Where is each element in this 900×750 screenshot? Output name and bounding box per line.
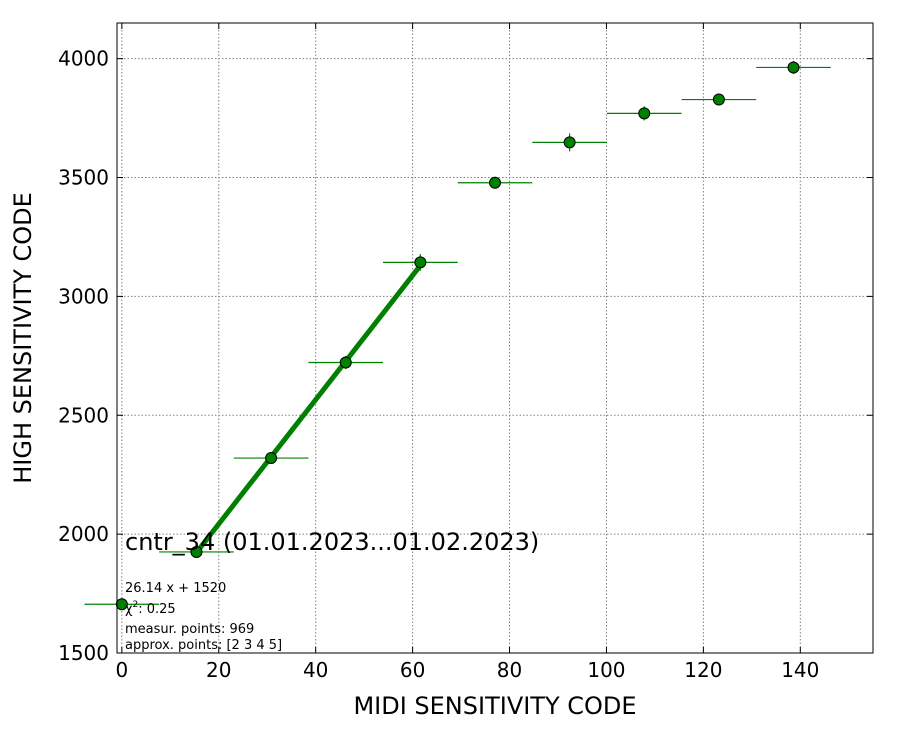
y-tick-label: 4000: [58, 47, 109, 71]
grid: [117, 23, 873, 654]
data-point: [308, 355, 384, 370]
y-tick-label: 3000: [58, 284, 109, 308]
data-point: [756, 60, 831, 75]
x-tick-label: 100: [587, 658, 625, 682]
y-tick-label: 2000: [58, 522, 109, 546]
x-tick-label: 140: [781, 658, 819, 682]
fit-line: [194, 263, 423, 555]
point-marker: [265, 452, 278, 465]
x-tick-label: 60: [400, 658, 425, 682]
point-marker: [115, 598, 128, 611]
chi-exponent: 2: [133, 600, 139, 610]
point-marker: [712, 93, 725, 106]
point-marker: [414, 256, 427, 269]
point-marker: [489, 176, 501, 189]
data-point: [383, 254, 458, 271]
y-tick-label: 1500: [58, 641, 109, 665]
point-marker: [190, 545, 203, 558]
x-axis-label: MIDI SENSITIVITY CODE: [353, 692, 636, 720]
x-tick-label: 40: [303, 658, 328, 682]
chi-value: : 0.25: [138, 602, 175, 617]
x-tick-label: 120: [684, 658, 722, 682]
data-point: [681, 93, 757, 106]
x-tick-label: 80: [497, 658, 522, 682]
point-marker: [563, 136, 576, 149]
y-axis-label: HIGH SENSITIVITY CODE: [9, 192, 37, 484]
fit-layer: [194, 263, 423, 555]
x-tick-label: 20: [206, 658, 231, 682]
plot-frame: [116, 22, 874, 654]
point-marker: [339, 356, 352, 369]
data-point: [606, 106, 682, 121]
y-tick-label: 3500: [58, 166, 109, 190]
point-marker: [787, 61, 800, 74]
ticks: 0 20 40 60 80 100 120 140 1500 2000 2500 3000 3500 40…: [58, 23, 873, 682]
x-tick-label: 0: [115, 658, 128, 682]
data-point: [457, 176, 533, 189]
points-layer: [84, 60, 831, 611]
data-point: [84, 598, 160, 611]
data-point: [532, 133, 607, 152]
chi-symbol: χ: [125, 602, 133, 617]
point-marker: [638, 107, 651, 120]
measur-points: measur. points: 969: [125, 622, 254, 637]
approx-points: approx. points: [2 3 4 5]: [125, 638, 282, 653]
fit-equation: 26.14 x + 1520: [125, 581, 226, 596]
data-point: [159, 545, 234, 558]
chart-title: cntr_34 (01.01.2023...01.02.2023): [125, 528, 539, 556]
y-tick-label: 2500: [58, 403, 109, 427]
data-point: [233, 452, 309, 465]
chi-square: χ2: 0.25: [125, 600, 176, 617]
